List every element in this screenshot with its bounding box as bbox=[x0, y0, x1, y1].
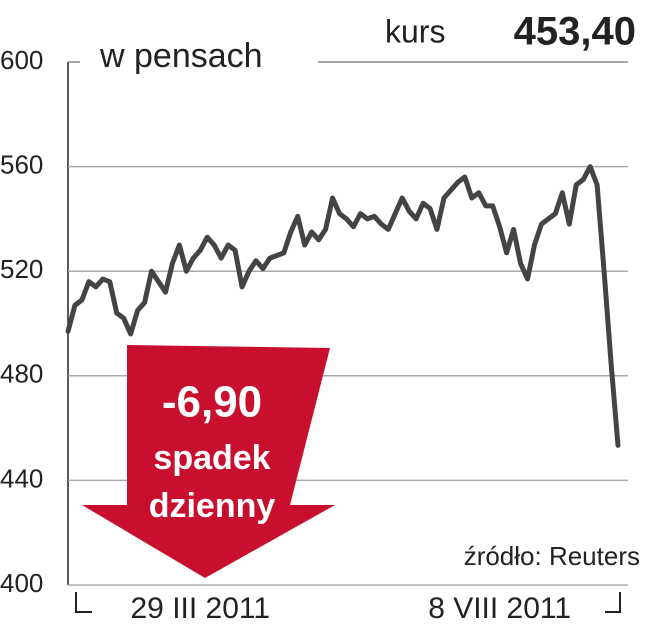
x-tick-label: 8 VIII 2011 bbox=[428, 592, 571, 625]
annotation-text: spadek bbox=[153, 439, 270, 477]
annotation-text: dzienny bbox=[149, 487, 276, 525]
arrow bbox=[82, 345, 335, 578]
price-line bbox=[65, 164, 621, 448]
y-axis-label: w pensach bbox=[99, 37, 263, 75]
y-tick-label: 440 bbox=[0, 463, 43, 493]
y-tick-label: 400 bbox=[0, 568, 43, 598]
y-tick-label: 520 bbox=[0, 254, 43, 284]
annotation-text: -6,90 bbox=[162, 378, 262, 427]
y-tick-label: 600 bbox=[0, 45, 43, 75]
x-axis-bracket bbox=[75, 592, 621, 613]
source: źródło: Reuters bbox=[464, 541, 640, 571]
y-tick-label: 560 bbox=[0, 149, 43, 179]
x-tick-label: 29 III 2011 bbox=[130, 592, 270, 625]
price-value: 453,40 bbox=[514, 10, 636, 54]
y-tick-label: 480 bbox=[0, 359, 43, 389]
price-label: kurs bbox=[385, 13, 445, 49]
